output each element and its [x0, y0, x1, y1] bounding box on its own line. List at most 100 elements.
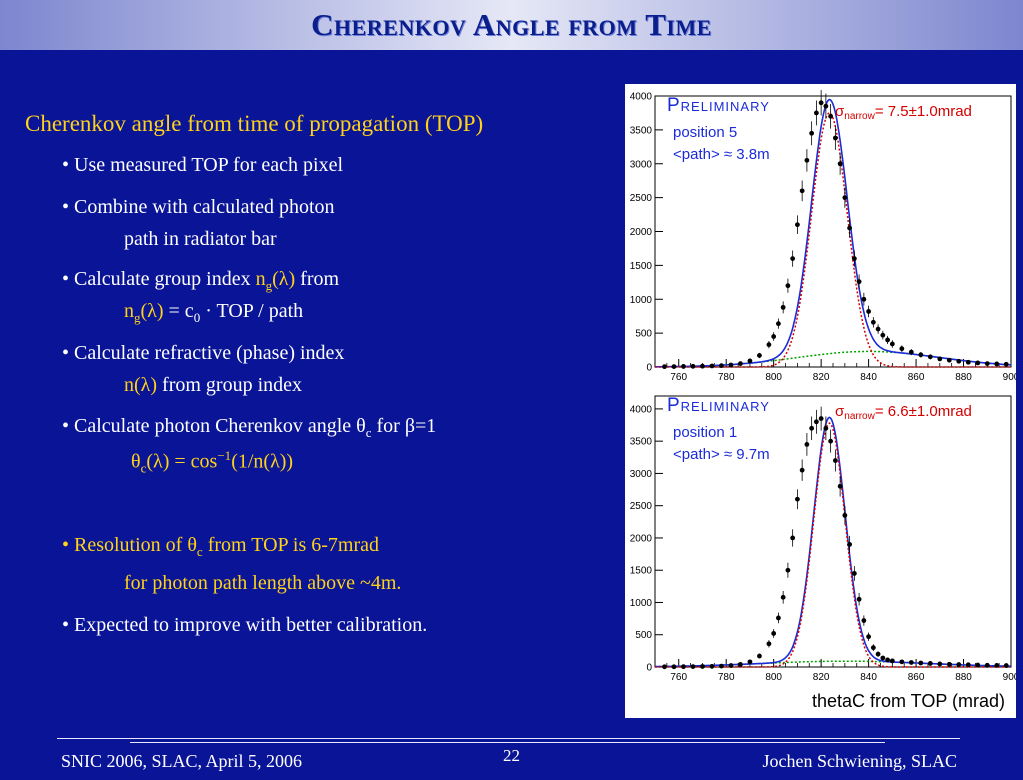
data-point: [880, 332, 886, 338]
data-point: [757, 353, 762, 358]
data-point: [681, 664, 686, 670]
x-tick-label: 860: [908, 372, 925, 383]
data-point: [709, 363, 715, 369]
bullet-group-index-text: • Calculate group index: [62, 268, 256, 290]
data-point: [918, 660, 924, 666]
data-point: [780, 594, 786, 600]
data-point: [937, 661, 943, 667]
data-point: [861, 296, 867, 302]
data-point: [662, 664, 667, 670]
bullet-resolution-value: from TOP is 6-7mrad: [202, 534, 379, 556]
resolution-condition: for photon path length above ~4m.: [124, 572, 402, 594]
data-point: [671, 364, 677, 369]
y-tick-label: 1000: [630, 295, 653, 306]
symbol-n: n: [124, 300, 134, 322]
data-point: [719, 663, 724, 669]
data-point: [1003, 663, 1009, 668]
x-tick-label: 760: [670, 672, 687, 683]
data-point: [837, 161, 843, 167]
y-tick-label: 3500: [630, 437, 653, 448]
preliminary-label: Preliminary: [667, 95, 770, 116]
y-tick-label: 3000: [630, 469, 653, 480]
data-point: [975, 360, 981, 366]
path-length-label: <path> ≈ 3.8m: [673, 146, 770, 163]
data-point: [994, 663, 1000, 668]
data-point: [842, 195, 848, 201]
data-point: [861, 618, 867, 623]
y-tick-label: 1500: [630, 261, 653, 272]
data-point: [771, 631, 777, 636]
x-tick-label: 880: [955, 672, 972, 683]
data-point: [790, 256, 796, 261]
footer-left: SNIC 2006, SLAC, April 5, 2006: [61, 751, 303, 771]
data-point: [700, 363, 705, 369]
data-point: [823, 103, 829, 109]
data-point: [965, 662, 971, 668]
data-point: [795, 222, 800, 228]
y-tick-label: 4000: [630, 92, 653, 103]
x-tick-label: 840: [860, 372, 877, 383]
data-point: [994, 361, 1000, 367]
data-point: [747, 358, 753, 364]
data-point: [780, 304, 786, 310]
data-point: [799, 467, 805, 473]
section-heading: Cherenkov angle from time of propagation…: [25, 111, 484, 136]
data-point: [885, 337, 890, 343]
bullet-resolution: • Resolution of θc from TOP is 6-7mrad: [62, 534, 379, 560]
data-point: [671, 664, 677, 670]
symbol-sub-g: g: [134, 310, 141, 325]
data-point: [709, 663, 715, 669]
data-point: [728, 663, 734, 668]
bullet-use-measured-top: • Use measured TOP for each pixel: [62, 154, 343, 176]
y-tick-label: 1000: [630, 598, 653, 609]
data-point: [776, 321, 781, 327]
footer-right: Jochen Schwiening, SLAC: [762, 751, 957, 771]
data-point: [738, 361, 743, 367]
data-point: [965, 359, 971, 365]
data-point: [899, 346, 905, 352]
formula-rest: · TOP / path: [200, 300, 304, 322]
bullet-resolution-text: • Resolution of θ: [62, 534, 197, 556]
y-tick-label: 500: [635, 329, 652, 340]
data-point: [956, 662, 962, 667]
symbol-sub-g: g: [265, 278, 273, 293]
data-point: [728, 362, 734, 368]
bullet-combine-path-2: path in radiator bar: [124, 228, 277, 250]
formula-cos: (λ) = cos: [146, 450, 218, 473]
x-tick-label: 900: [1003, 372, 1016, 383]
data-point: [866, 309, 871, 314]
data-point: [984, 361, 990, 367]
bullet-combine-path-1: • Combine with calculated photon: [62, 196, 335, 218]
data-point: [927, 661, 933, 666]
symbol-lambda: (λ): [140, 300, 164, 322]
x-tick-label: 860: [908, 672, 925, 683]
data-point: [719, 363, 724, 369]
data-point: [856, 596, 862, 602]
symbol-n-lambda: n(λ): [124, 374, 158, 396]
x-tick-label: 820: [813, 672, 830, 683]
y-tick-label: 1500: [630, 566, 653, 577]
data-point: [828, 113, 834, 119]
data-point: [785, 567, 791, 573]
position-label: position 1: [673, 424, 737, 441]
data-point: [856, 279, 862, 285]
data-point: [766, 641, 772, 647]
x-tick-label: 880: [955, 372, 972, 383]
y-tick-label: 4000: [630, 404, 653, 415]
data-point: [809, 130, 815, 136]
data-point: [776, 615, 781, 621]
data-point: [885, 657, 890, 663]
refractive-index-from: n(λ) from group index: [124, 374, 302, 397]
data-point: [946, 661, 952, 667]
formula-end: (1/n(λ)): [231, 450, 294, 473]
histogram-svg: 0 500 1000 1500 2000 2500 3000 3500 4000 760 780 80…: [630, 90, 1020, 711]
data-point: [813, 419, 819, 425]
data-point: [771, 334, 777, 339]
path-length-label: <path> ≈ 9.7m: [673, 446, 770, 463]
position-label: position 5: [673, 124, 737, 141]
fit-total-curve: [655, 416, 1011, 668]
bullet-group-index: • Calculate group index ng(λ) from: [62, 268, 339, 294]
x-tick-label: 800: [765, 372, 782, 383]
data-point: [927, 354, 933, 360]
histogram-figure: 0 500 1000 1500 2000 2500 3000 3500 4000 760 780 80…: [625, 84, 1020, 718]
